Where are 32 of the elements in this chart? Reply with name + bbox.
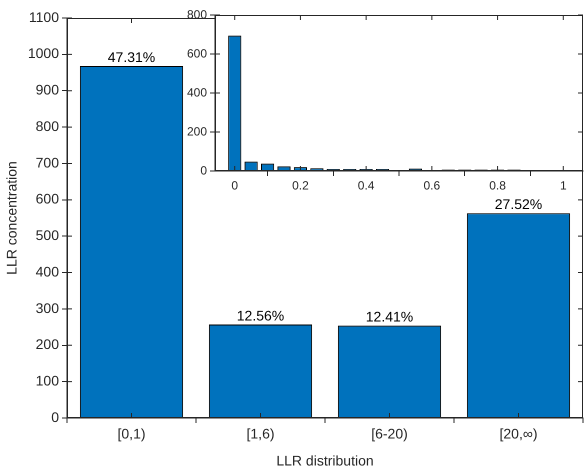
x-tick-label: [6-20) (371, 425, 408, 442)
y-tick-label: 600 (36, 190, 60, 207)
y-tick-label: 800 (36, 118, 60, 134)
x-tick-label: [0,1) (117, 425, 146, 442)
y-tick-label: 700 (36, 154, 60, 170)
y-tick-label: 100 (36, 372, 60, 388)
y-axis-title: LLR concentration (3, 161, 20, 275)
annotation: 12.56% (236, 307, 284, 324)
y-tick-label: 300 (36, 300, 60, 316)
x-tick-label: 0 (231, 178, 238, 193)
y-tick-label: 0 (200, 163, 208, 178)
y-tick-label: 400 (186, 85, 208, 100)
y-tick-label: 400 (36, 263, 60, 280)
y-tick-label: 900 (36, 82, 60, 98)
y-tick-label: 1000 (28, 45, 60, 62)
annotation: 47.31% (108, 48, 156, 65)
x-tick-label: 0.8 (489, 178, 506, 193)
annotation: 12.41% (366, 308, 414, 324)
x-axis-title: LLR distribution (276, 452, 374, 468)
x-tick-label: [20,∞) (500, 425, 538, 442)
x-tick-label: [1,6) (246, 425, 275, 442)
x-tick-label: 0.2 (292, 178, 310, 193)
x-tick-label: 0.6 (424, 178, 441, 193)
y-tick-label: 200 (36, 336, 60, 352)
y-tick-label: 0 (51, 408, 60, 425)
annotation: 27.52% (494, 196, 542, 212)
x-tick-label: 0.4 (358, 178, 375, 193)
y-tick-label: 600 (186, 46, 208, 60)
y-tick-label: 500 (36, 227, 60, 244)
x-tick-label: 1 (560, 178, 567, 193)
y-tick-label: 1100 (28, 8, 60, 25)
y-tick-label: 200 (186, 124, 208, 138)
